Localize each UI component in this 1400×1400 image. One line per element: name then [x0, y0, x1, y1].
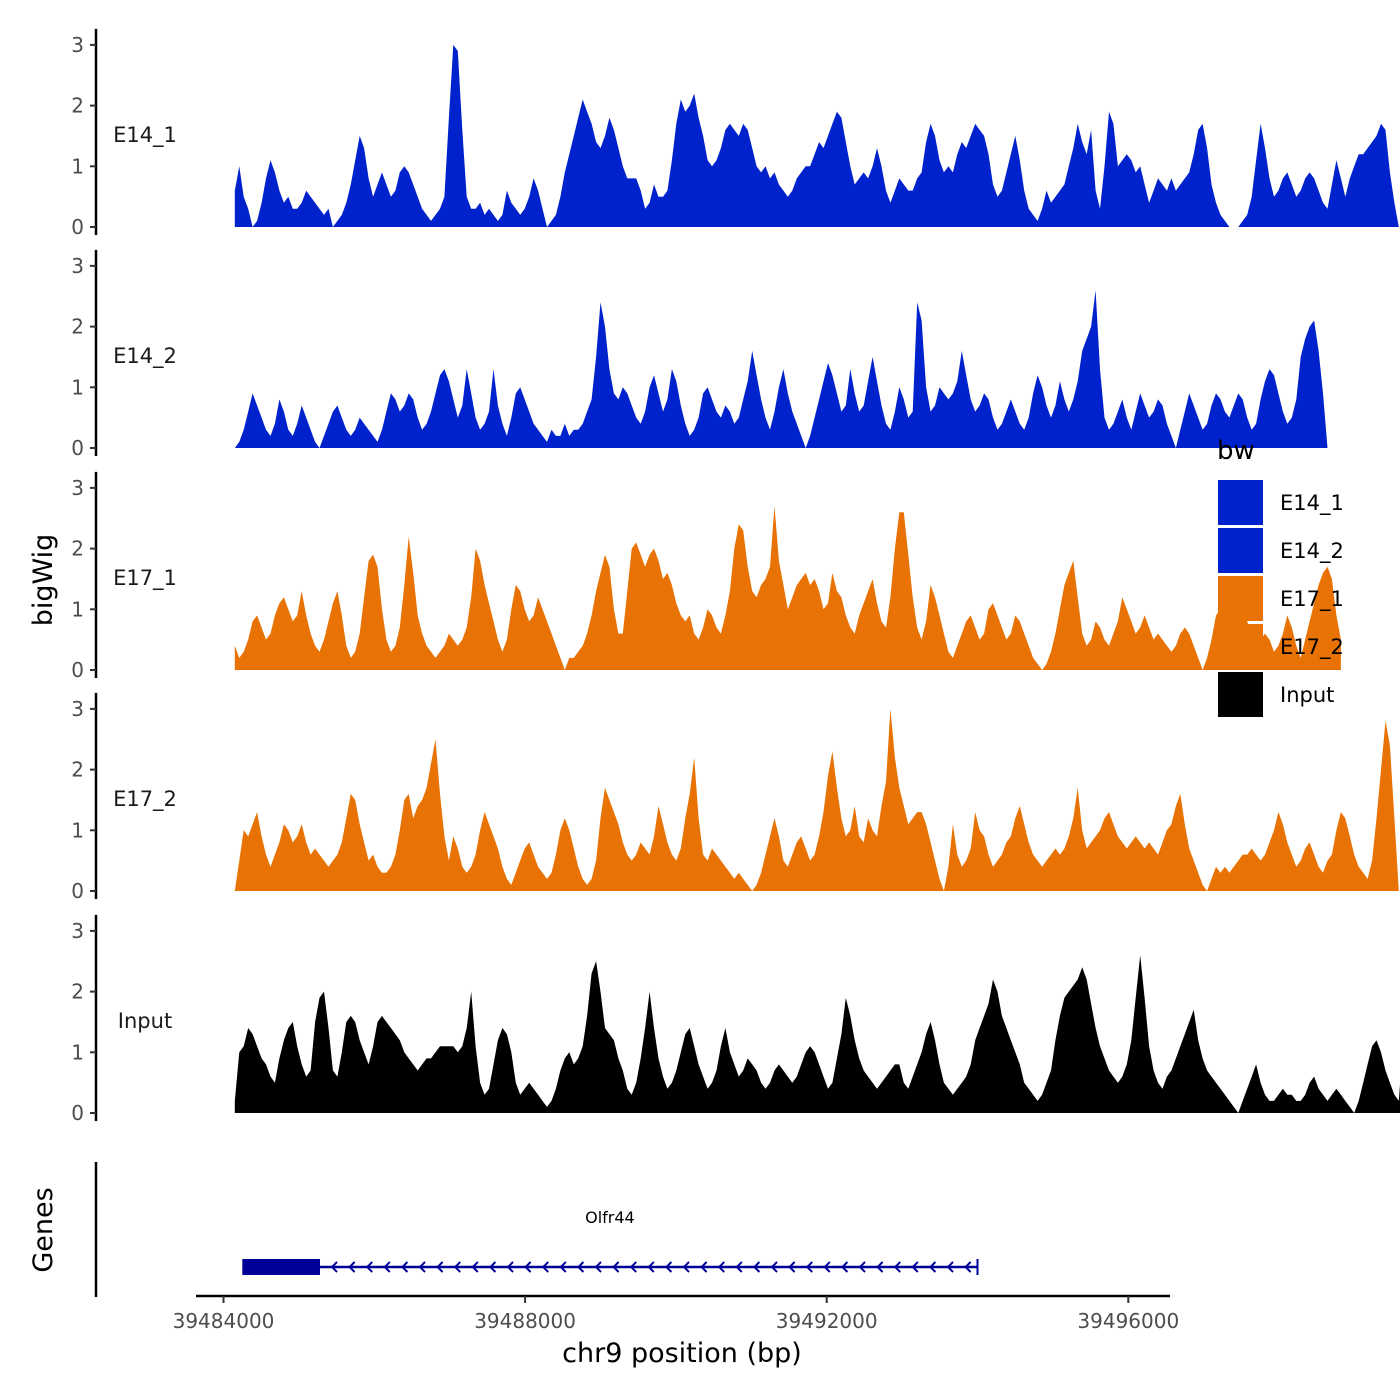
- legend-label: Input: [1280, 683, 1334, 707]
- y-tick-label: 0: [71, 879, 84, 903]
- track-label: E14_1: [113, 123, 177, 148]
- x-tick-label: 39488000: [474, 1309, 576, 1333]
- gene-label: Olfr44: [585, 1208, 635, 1227]
- y-tick-label: 3: [71, 254, 84, 278]
- strand-chevron: [348, 1261, 356, 1273]
- track-e17_2: 0 1 2 3 E17_2: [71, 692, 1399, 903]
- strand-chevron: [488, 1261, 497, 1273]
- strand-chevron: [893, 1261, 901, 1273]
- y-tick-label: 3: [71, 697, 84, 721]
- track-area-e17_1: [234, 506, 1341, 670]
- strand-chevron: [629, 1261, 637, 1273]
- strand-chevron: [365, 1261, 373, 1273]
- y-axis-title: bigWig: [28, 534, 59, 627]
- strand-chevron: [840, 1261, 849, 1273]
- strand-chevron: [858, 1261, 866, 1273]
- y-tick-label: 0: [71, 658, 84, 682]
- y-tick-label: 0: [71, 215, 84, 239]
- strand-chevron: [876, 1261, 884, 1273]
- y-tick-label: 2: [71, 94, 84, 118]
- strand-chevron: [383, 1261, 391, 1273]
- y-tick-label: 3: [71, 476, 84, 500]
- track-label: E17_2: [113, 787, 177, 812]
- y-tick-label: 2: [71, 315, 84, 339]
- track-e17_1: 0 1 2 3 E17_1: [71, 471, 1341, 682]
- x-axis-title: chr9 position (bp): [562, 1338, 802, 1369]
- strand-chevron: [823, 1261, 831, 1273]
- genes-axis-title: Genes: [28, 1187, 59, 1272]
- strand-chevron: [735, 1261, 743, 1273]
- strand-chevron: [664, 1261, 673, 1273]
- legend-swatch-e14_2: [1218, 528, 1263, 573]
- strand-chevron: [541, 1261, 549, 1273]
- strand-chevron: [418, 1261, 426, 1273]
- track-area-e14_2: [234, 290, 1328, 448]
- gene-exon: [242, 1259, 321, 1275]
- strand-chevron: [770, 1261, 778, 1273]
- y-tick-label: 2: [71, 980, 84, 1004]
- genes-panel: Genes Olfr44: [28, 1162, 979, 1297]
- legend: bw E14_1 E14_2 E17_1 E17_2 Input: [1217, 436, 1344, 717]
- legend-label: E17_2: [1280, 635, 1344, 660]
- strand-chevron: [700, 1261, 708, 1273]
- strand-chevron: [752, 1261, 761, 1273]
- track-label: Input: [118, 1009, 172, 1033]
- strand-chevron: [612, 1261, 620, 1273]
- y-tick-label: 1: [71, 375, 84, 399]
- y-tick-label: 2: [71, 537, 84, 561]
- y-tick-label: 1: [71, 818, 84, 842]
- strand-chevron: [964, 1261, 972, 1273]
- legend-swatch-input: [1218, 672, 1263, 717]
- strand-chevron: [647, 1261, 655, 1273]
- strand-chevron: [330, 1261, 338, 1273]
- legend-title: bw: [1217, 436, 1255, 466]
- legend-swatch-e14_1: [1218, 480, 1263, 525]
- track-area-e17_2: [234, 708, 1399, 891]
- y-tick-label: 1: [71, 597, 84, 621]
- strand-chevron: [717, 1261, 725, 1273]
- strand-chevron: [788, 1261, 796, 1273]
- x-tick-label: 39484000: [173, 1309, 275, 1333]
- legend-swatch-e17_2: [1218, 624, 1263, 669]
- strand-chevron: [436, 1261, 444, 1273]
- track-label: E17_1: [113, 566, 177, 591]
- strand-chevron: [559, 1261, 567, 1273]
- strand-chevron: [524, 1261, 532, 1273]
- x-tick-label: 39496000: [1077, 1309, 1179, 1333]
- y-tick-label: 0: [71, 436, 84, 460]
- strand-chevron: [453, 1261, 461, 1273]
- legend-label: E14_1: [1280, 491, 1344, 516]
- strand-chevron: [576, 1261, 585, 1273]
- y-tick-label: 1: [71, 1040, 84, 1064]
- strand-chevron: [682, 1261, 690, 1273]
- y-tick-label: 0: [71, 1101, 84, 1125]
- x-tick-label: 39492000: [776, 1309, 878, 1333]
- strand-chevron: [400, 1261, 409, 1273]
- track-e14_2: 0 1 2 3 E14_2: [71, 249, 1328, 460]
- strand-chevron: [471, 1261, 479, 1273]
- strand-chevron: [594, 1261, 602, 1273]
- track-input: 0 1 2 3 Input: [71, 914, 1400, 1125]
- y-tick-label: 2: [71, 758, 84, 782]
- strand-chevron: [506, 1261, 514, 1273]
- legend-label: E17_1: [1280, 587, 1344, 612]
- y-tick-label: 3: [71, 33, 84, 57]
- x-axis: chr9 position (bp) 39484000 39488000 39492…: [173, 1294, 1179, 1369]
- tracks-layer: 0 1 2 3 E14_1 0 1 2 3 E14_2 0 1 2 3 E17_1 0 1 2 3 E17_2 0 1 2 3…: [71, 28, 1400, 1125]
- legend-swatch-e17_1: [1218, 576, 1263, 621]
- strand-chevron: [928, 1261, 937, 1273]
- track-label: E14_2: [113, 344, 177, 369]
- strand-chevron: [911, 1261, 919, 1273]
- y-tick-label: 3: [71, 919, 84, 943]
- legend-label: E14_2: [1280, 539, 1344, 564]
- y-tick-label: 1: [71, 154, 84, 178]
- track-e14_1: 0 1 2 3 E14_1: [71, 28, 1399, 239]
- strand-chevron: [805, 1261, 813, 1273]
- track-area-e14_1: [234, 44, 1399, 228]
- strand-chevron: [946, 1261, 954, 1273]
- track-area-input: [234, 955, 1400, 1113]
